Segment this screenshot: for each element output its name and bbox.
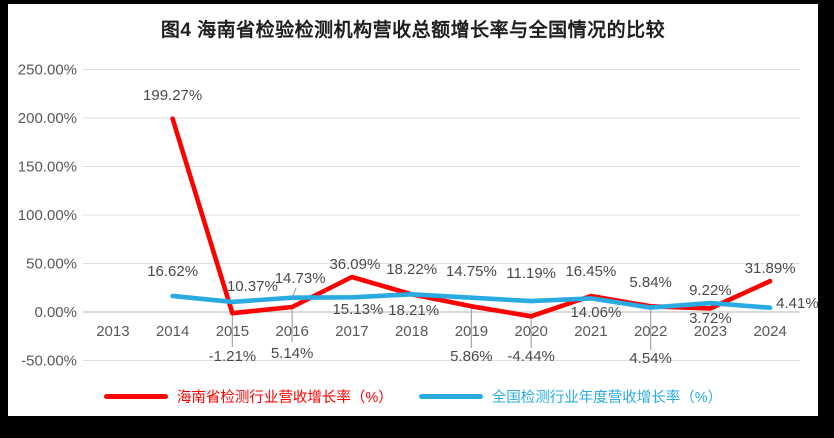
data-label: 4.54% xyxy=(629,350,672,367)
y-tick-label: 100.00% xyxy=(18,207,77,224)
data-label: 4.41% xyxy=(776,295,818,312)
data-label: 10.37% xyxy=(227,278,278,295)
data-label: 16.45% xyxy=(565,263,616,280)
y-tick-label: -50.00% xyxy=(21,353,77,370)
legend-item-national: 全国检测行业年度营收增长率（%） xyxy=(418,386,723,407)
data-label: 3.72% xyxy=(689,310,732,327)
legend-item-hainan: 海南省检测行业营收增长率（%） xyxy=(103,386,393,407)
x-tick-label: 2023 xyxy=(694,323,727,340)
x-tick-label: 2013 xyxy=(96,323,129,340)
line-chart: 250.00% 200.00% 150.00% 100.00% 50.00% 0.00% -… xyxy=(18,62,818,370)
x-tick-label: 2024 xyxy=(753,323,786,340)
chart-title: 图4 海南省检验检测机构营收总额增长率与全国情况的比较 xyxy=(160,20,666,41)
data-label: 5.86% xyxy=(450,348,493,365)
legend-label-hainan: 海南省检测行业营收增长率（%） xyxy=(176,389,393,406)
data-label: 36.09% xyxy=(329,256,380,273)
x-tick-label: 2021 xyxy=(574,323,607,340)
x-tick-label: 2014 xyxy=(156,323,189,340)
data-label: 18.21% xyxy=(388,302,439,319)
national-line-swatch xyxy=(418,393,483,399)
data-label: 14.06% xyxy=(570,304,621,321)
data-label: 15.13% xyxy=(332,301,383,318)
legend-label-national: 全国检测行业年度营收增长率（%） xyxy=(491,389,723,406)
y-tick-label: 200.00% xyxy=(18,110,77,127)
national-series-line xyxy=(170,291,773,311)
y-tick-label: 250.00% xyxy=(18,62,77,79)
y-tick-label: 0.00% xyxy=(34,304,77,321)
data-label: 199.27% xyxy=(143,87,202,104)
legend: 海南省检测行业营收增长率（%） 全国检测行业年度营收增长率（%） xyxy=(8,385,818,407)
hainan-line-swatch xyxy=(103,393,168,399)
data-label: 31.89% xyxy=(745,260,796,277)
data-label: 5.14% xyxy=(271,345,314,362)
data-label: 9.22% xyxy=(689,282,732,299)
chart-panel: 图4 海南省检验检测机构营收总额增长率与全国情况的比较 250.00% 200.0… xyxy=(8,4,818,416)
data-label: 18.22% xyxy=(386,261,437,278)
data-label: 14.75% xyxy=(446,263,497,280)
x-tick-label: 2017 xyxy=(335,323,368,340)
data-label: -1.21% xyxy=(209,348,257,365)
y-tick-label: 50.00% xyxy=(26,256,77,273)
x-tick-label: 2018 xyxy=(395,323,428,340)
data-label: 16.62% xyxy=(147,263,198,280)
data-label: -4.44% xyxy=(507,348,555,365)
data-label: 14.73% xyxy=(275,270,326,287)
data-label: 11.19% xyxy=(506,265,556,282)
y-tick-label: 150.00% xyxy=(18,159,77,176)
data-label: 5.84% xyxy=(629,274,672,291)
